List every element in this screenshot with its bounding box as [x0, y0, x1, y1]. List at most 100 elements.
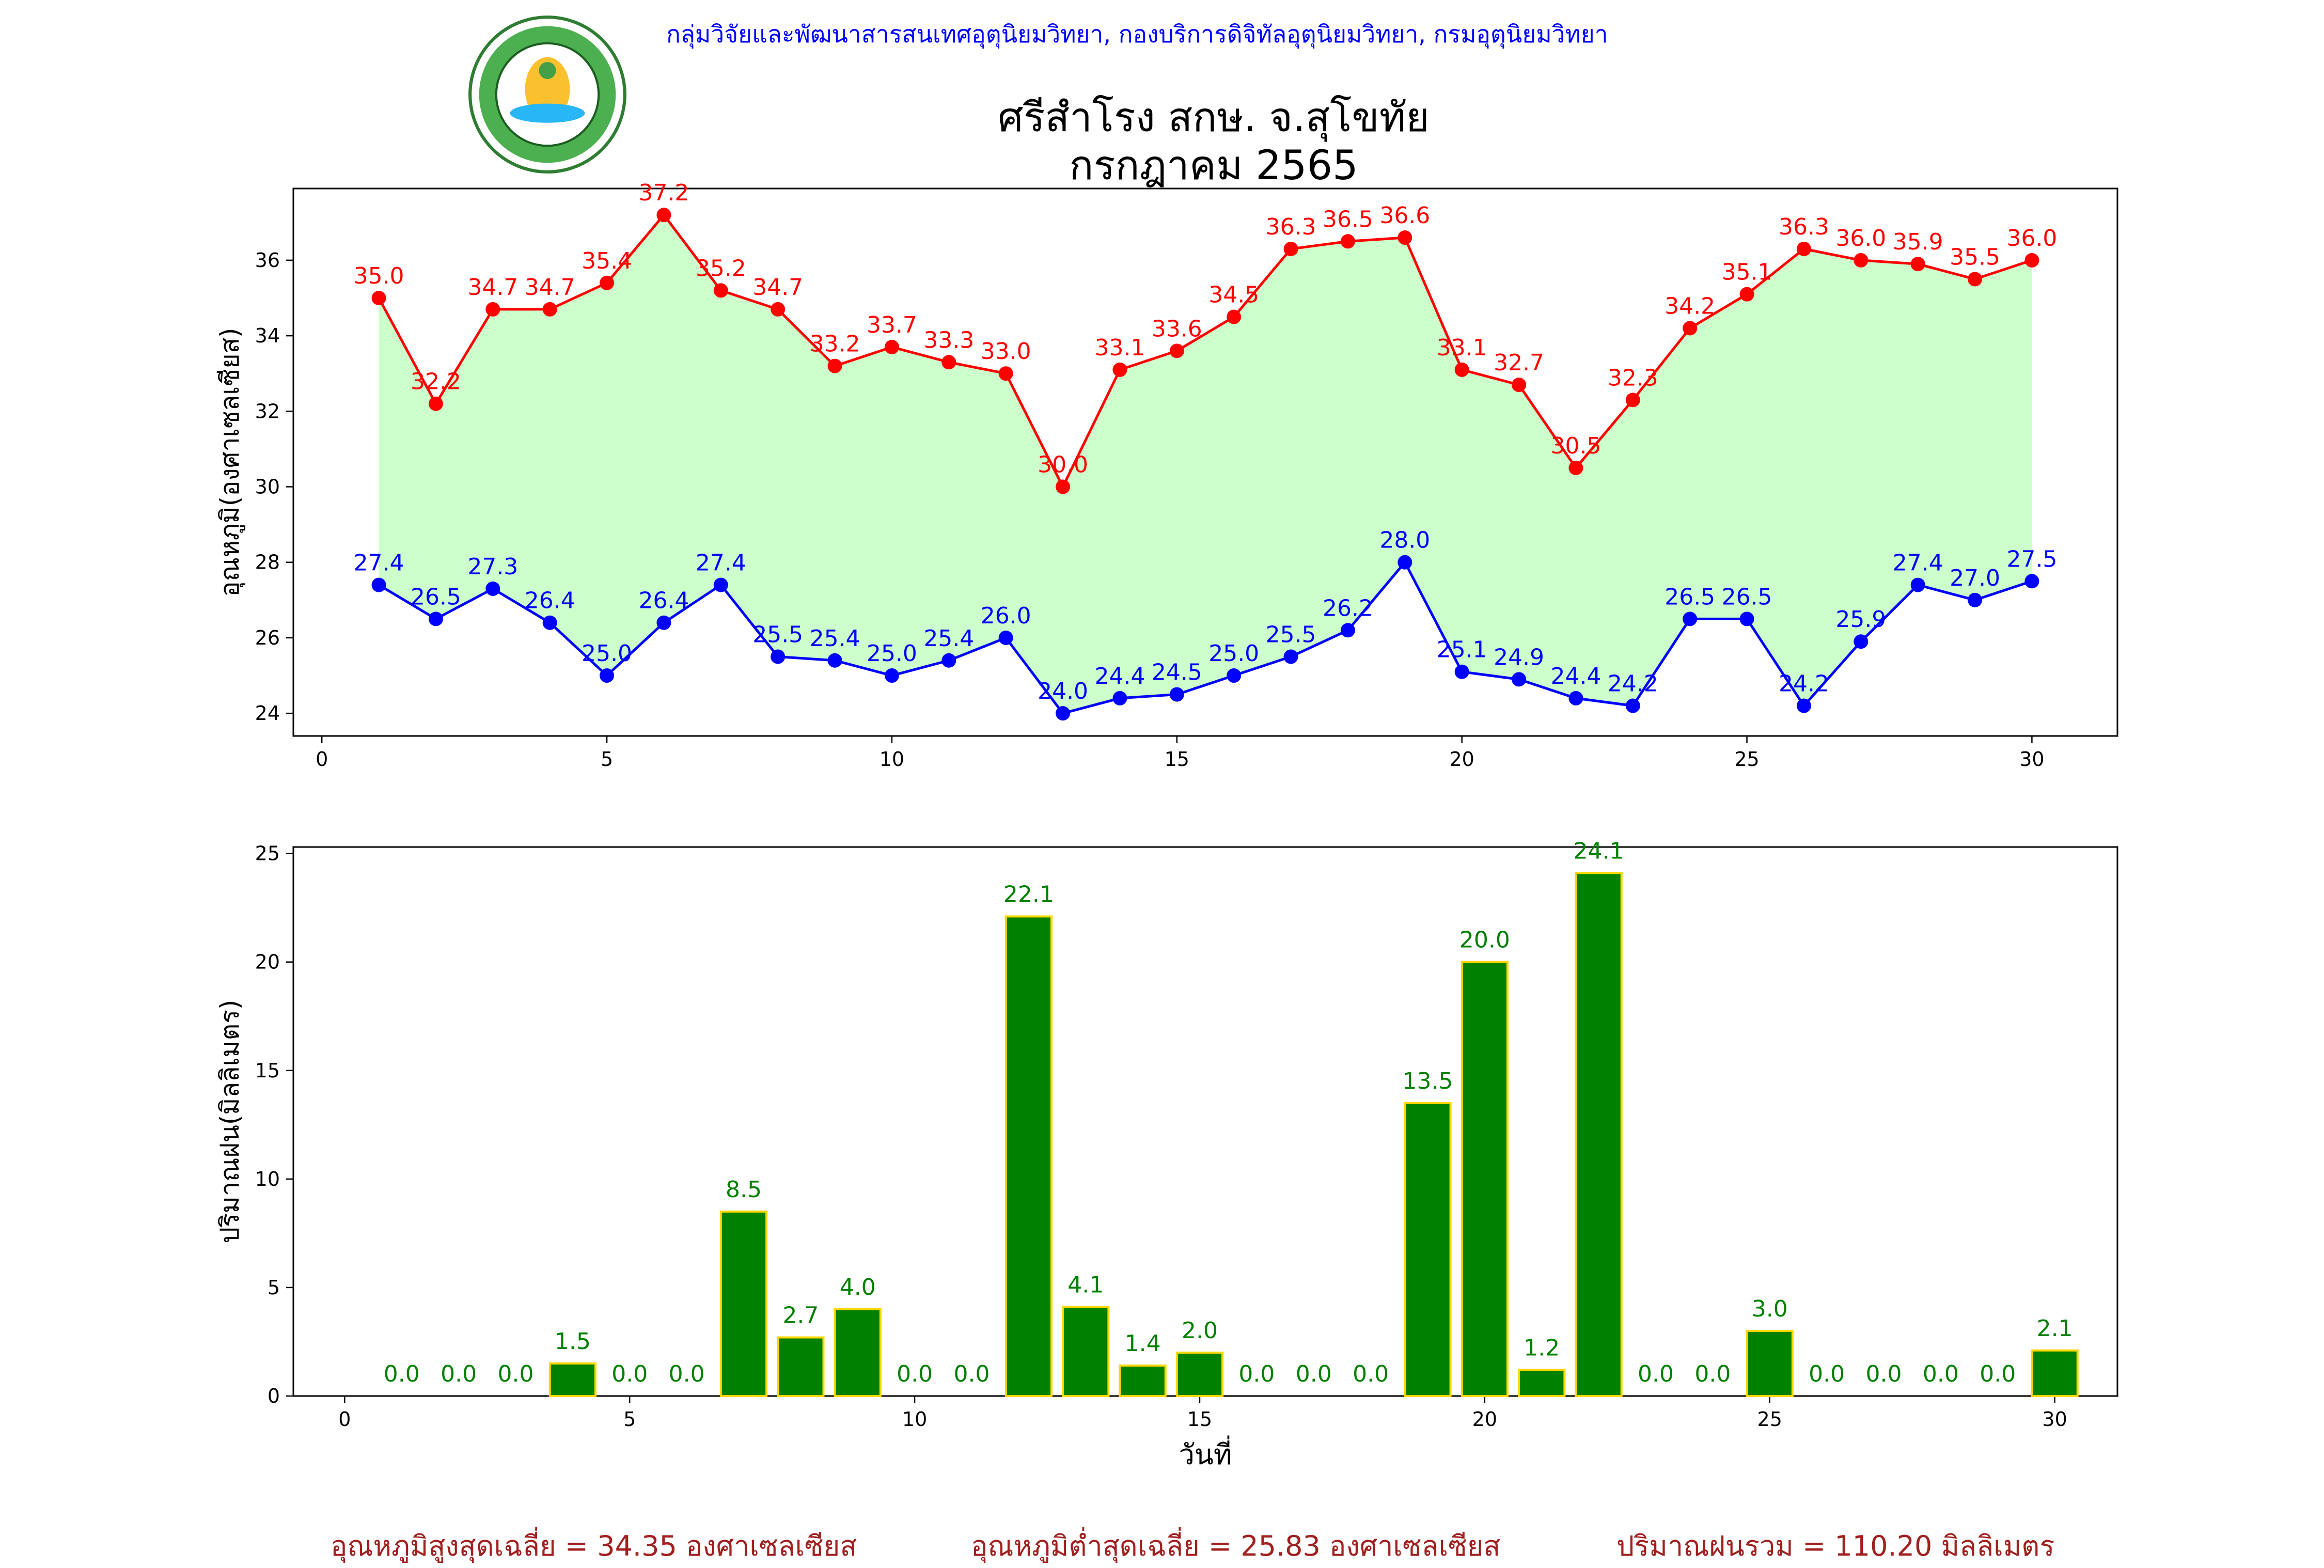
min-temp-label: 27.4 — [1893, 550, 1943, 576]
min-temp-point — [428, 611, 443, 626]
min-temp-label: 26.5 — [1722, 584, 1772, 610]
min-temp-point — [713, 577, 728, 592]
min-temp-label: 27.3 — [467, 554, 518, 580]
chart-subtitle: กรกฎาคม 2565 — [1069, 143, 1358, 189]
rain-bar-label: 0.0 — [1238, 1361, 1275, 1387]
min-temp-label: 25.5 — [752, 621, 803, 648]
meteorological-department-logo — [468, 15, 626, 174]
rain-bar — [1404, 1102, 1452, 1398]
max-temp-point — [1968, 272, 1983, 287]
x-tick-label: 5 — [601, 748, 613, 771]
max-temp-label: 33.0 — [981, 338, 1031, 365]
max-temp-point — [1796, 241, 1811, 256]
min-temp-label: 26.0 — [981, 603, 1031, 629]
max-temp-point — [1112, 362, 1127, 377]
max-temp-label: 35.9 — [1893, 229, 1943, 255]
min-temp-point — [1227, 668, 1242, 683]
max-temp-point — [1739, 287, 1754, 302]
rain-bar-label: 0.0 — [1865, 1361, 1902, 1387]
max-temp-point — [1512, 378, 1527, 393]
min-temp-point — [2024, 574, 2039, 589]
total-rainfall: ปริมาณฝนรวม = 110.20 มิลลิเมตร — [1616, 1530, 2055, 1562]
min-temp-label: 27.0 — [1950, 565, 2000, 591]
x-tick-label: 30 — [2042, 1408, 2067, 1431]
rain-bar-label: 0.0 — [611, 1361, 648, 1387]
max-temp-label: 32.7 — [1494, 350, 1544, 376]
min-temp-label: 24.4 — [1094, 663, 1145, 689]
min-temp-point — [884, 668, 899, 683]
max-temp-label: 33.3 — [923, 327, 974, 353]
min-temp-label: 28.0 — [1379, 527, 1430, 554]
min-temp-point — [1910, 577, 1925, 592]
rain-bar — [1119, 1365, 1167, 1398]
y-tick-label: 24 — [255, 702, 280, 725]
rain-bar — [1746, 1329, 1794, 1398]
min-temp-label: 26.4 — [638, 588, 689, 614]
min-temp-point — [1739, 611, 1754, 626]
min-temp-point — [542, 615, 557, 630]
max-temp-label: 36.0 — [2006, 225, 2057, 252]
max-temp-label: 36.0 — [1835, 225, 1886, 252]
max-temp-label: 33.6 — [1152, 316, 1202, 342]
temperature-y-axis-label: อุณหภูมิ(องศาเซลเซียส) — [215, 327, 245, 597]
y-tick-label: 25 — [255, 842, 280, 865]
rain-bar-label: 0.0 — [1296, 1361, 1332, 1387]
max-temp-label: 32.3 — [1608, 365, 1658, 391]
rainfall-chart: 0 5 10 15 20 25 30 0 5 10 15 20 25 0.0 0.0 0.0 1.5 0.0 0.0… — [215, 838, 2118, 1471]
max-temp-label: 35.2 — [696, 255, 746, 281]
max-temp-label: 35.5 — [1950, 244, 2000, 270]
rain-bar — [2031, 1349, 2079, 1398]
rain-bar-label: 2.0 — [1182, 1318, 1218, 1344]
rain-bar — [1461, 961, 1509, 1398]
max-temp-point — [1683, 321, 1698, 336]
y-tick-label: 32 — [255, 400, 280, 422]
department-line: กลุ่มวิจัยและพัฒนาสารสนเทศอุตุนิยมวิทยา,… — [666, 20, 1608, 48]
max-temp-point — [1227, 309, 1242, 324]
rain-bar-label: 8.5 — [726, 1177, 762, 1203]
min-temp-point — [656, 615, 671, 630]
min-temp-label: 25.0 — [582, 640, 632, 667]
max-temp-label: 33.7 — [867, 312, 917, 338]
rain-bar — [834, 1308, 882, 1398]
rain-bar-label: 1.2 — [1524, 1335, 1560, 1361]
max-temp-point — [1568, 460, 1583, 475]
min-temp-point — [998, 630, 1013, 645]
max-temp-label: 34.7 — [525, 274, 575, 301]
x-tick-label: 0 — [316, 748, 328, 771]
rain-bar-label: 0.0 — [497, 1361, 533, 1387]
max-temp-point — [428, 396, 443, 411]
y-tick-label: 20 — [255, 951, 280, 974]
temperature-chart: 0 5 10 15 20 25 30 24 26 28 30 32 34 36 35.0 32.2 34.7 34… — [215, 180, 2118, 771]
rain-bar-label: 0.0 — [1353, 1361, 1389, 1387]
min-temp-label: 26.5 — [1665, 584, 1715, 610]
x-tick-label: 25 — [1757, 1408, 1782, 1431]
y-tick-label: 28 — [255, 551, 280, 574]
max-temp-point — [656, 208, 671, 223]
rainfall-x-axis-label: วันที่ — [1179, 1435, 1232, 1471]
min-temp-point — [1625, 698, 1640, 713]
min-temp-point — [600, 668, 615, 683]
x-tick-label: 10 — [902, 1408, 927, 1431]
min-temp-point — [1340, 623, 1355, 638]
max-temp-label: 36.5 — [1323, 206, 1373, 232]
min-temp-label: 25.1 — [1437, 637, 1487, 663]
max-temp-label: 35.4 — [582, 248, 632, 274]
max-temp-point — [1056, 479, 1071, 494]
min-temp-label: 27.4 — [354, 550, 404, 576]
rain-bar — [548, 1362, 596, 1398]
min-temp-label: 25.9 — [1835, 606, 1886, 633]
max-temp-point — [485, 302, 500, 317]
temperature-chart-frame — [292, 187, 2118, 737]
y-tick-label: 26 — [255, 626, 280, 649]
avg-max-temp: อุณหภูมิสูงสุดเฉลี่ย = 34.35 องศาเซลเซีย… — [331, 1530, 857, 1562]
rain-bar-label: 0.0 — [953, 1361, 990, 1387]
min-temp-label: 25.0 — [867, 640, 917, 667]
rain-bar-label: 0.0 — [1638, 1361, 1674, 1387]
max-temp-point — [771, 302, 786, 317]
min-temp-label: 24.2 — [1779, 671, 1829, 697]
min-temp-line — [378, 560, 2033, 715]
max-temp-label: 36.3 — [1779, 214, 1829, 240]
max-temp-label: 34.2 — [1665, 293, 1715, 319]
max-temp-label: 34.5 — [1208, 282, 1259, 308]
